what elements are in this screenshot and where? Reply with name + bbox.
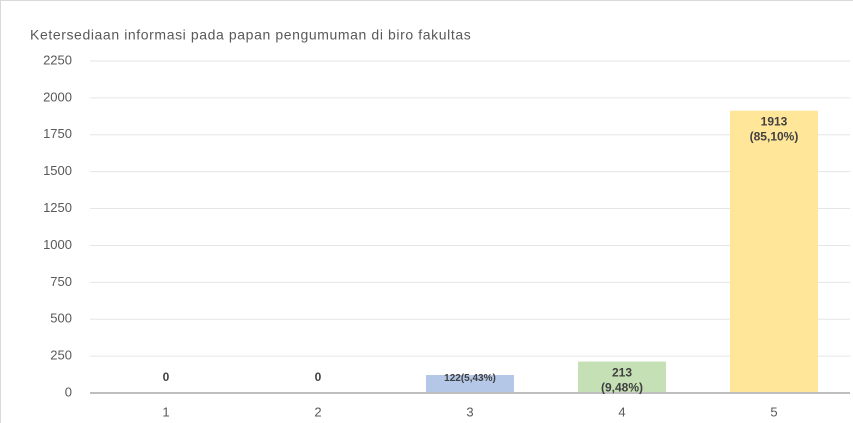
data-label: 122(5,43%) bbox=[444, 373, 496, 384]
y-tick-label: 250 bbox=[50, 348, 72, 363]
x-tick-label: 5 bbox=[770, 404, 777, 419]
y-tick-label: 750 bbox=[50, 274, 72, 289]
y-tick-label: 1750 bbox=[43, 126, 72, 141]
data-label: 1913 (85,10%) bbox=[750, 115, 799, 144]
chart-title: Ketersediaan informasi pada papan pengum… bbox=[30, 27, 471, 43]
y-tick-label: 0 bbox=[65, 384, 72, 399]
bar bbox=[730, 110, 818, 393]
data-label: 213 (9,48%) bbox=[601, 366, 643, 395]
y-tick-label: 2250 bbox=[43, 52, 72, 67]
x-tick-label: 2 bbox=[314, 404, 321, 419]
data-label: 0 bbox=[315, 370, 322, 384]
bar bbox=[578, 361, 666, 393]
x-tick-label: 1 bbox=[162, 404, 169, 419]
y-tick-label: 2000 bbox=[43, 89, 72, 104]
x-tick-label: 4 bbox=[618, 404, 625, 419]
y-tick-label: 1000 bbox=[43, 237, 72, 252]
y-tick-label: 1250 bbox=[43, 200, 72, 215]
bar bbox=[426, 374, 514, 393]
y-tick-label: 500 bbox=[50, 311, 72, 326]
x-tick-label: 3 bbox=[466, 404, 473, 419]
data-label: 0 bbox=[163, 370, 170, 384]
y-tick-label: 1500 bbox=[43, 163, 72, 178]
